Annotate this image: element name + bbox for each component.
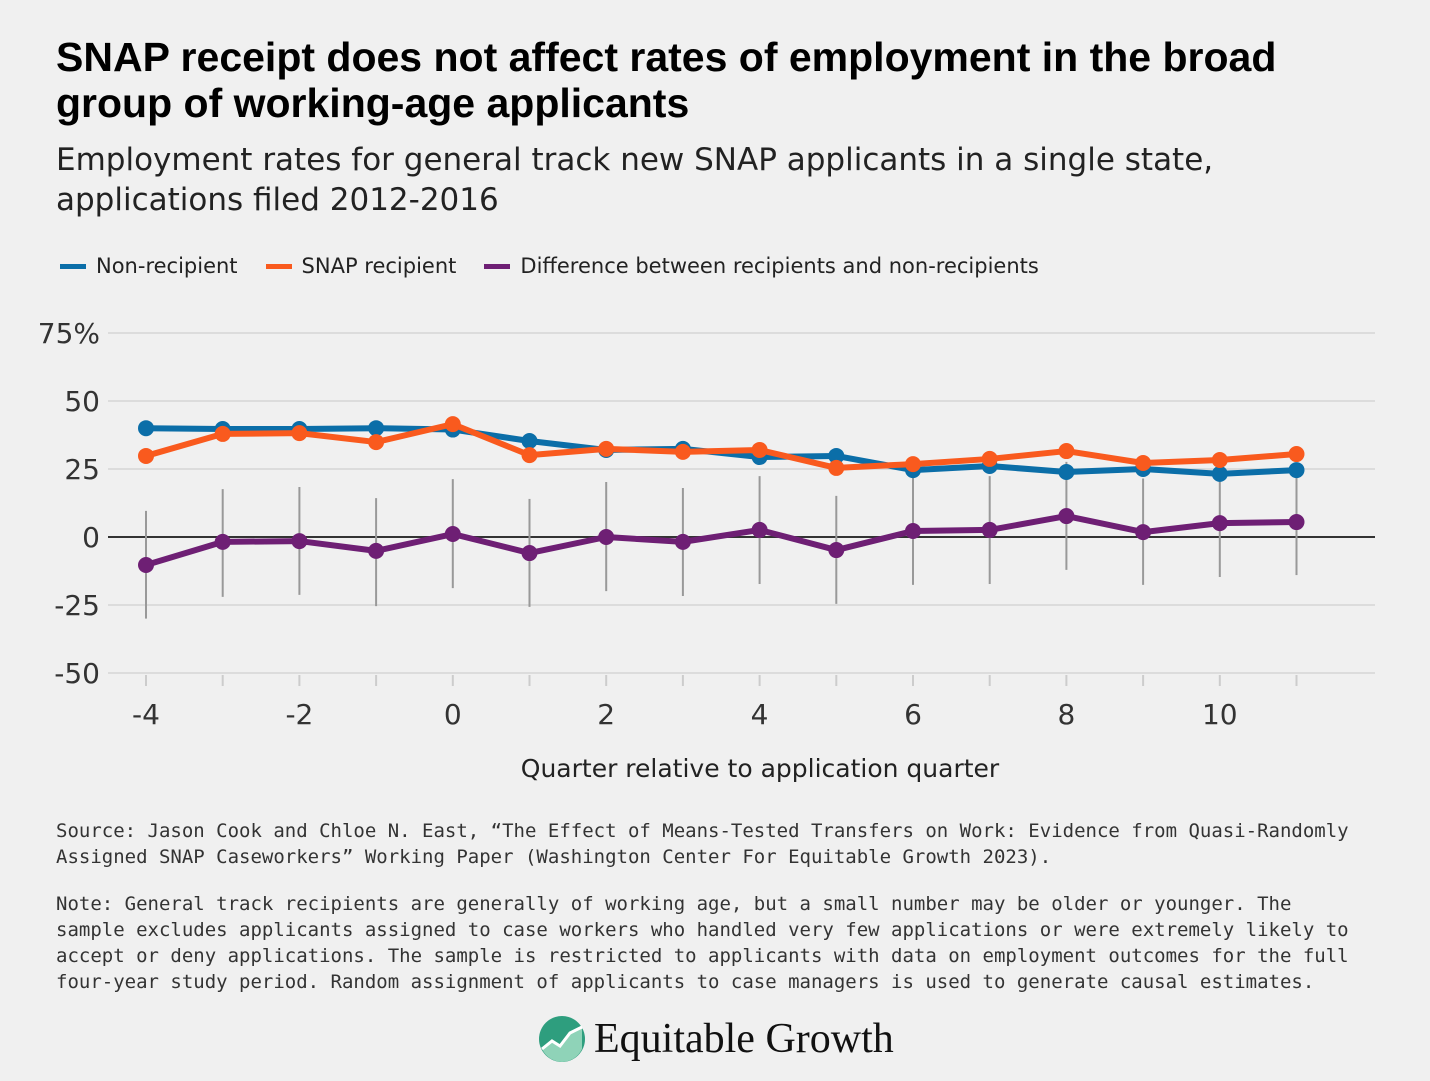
x-tick-label: 2 xyxy=(597,698,615,731)
legend-item-difference: Difference between recipients and non-re… xyxy=(484,254,1039,278)
y-tick-label: 75% xyxy=(38,317,100,350)
x-tick-label: 8 xyxy=(1057,698,1075,731)
data-point xyxy=(905,523,921,540)
data-point xyxy=(291,533,308,550)
legend-swatch xyxy=(265,263,292,269)
data-point xyxy=(1211,465,1228,482)
series-line xyxy=(145,421,1297,471)
x-tick-label: 6 xyxy=(904,698,922,731)
data-point xyxy=(828,542,845,559)
legend: Non-recipient SNAP recipient Difference … xyxy=(60,254,1039,278)
data-point xyxy=(981,521,998,538)
data-point xyxy=(138,420,154,437)
equitable-growth-logo-icon xyxy=(539,1016,585,1062)
y-tick-label: -25 xyxy=(54,589,100,622)
logo: Equitable Growth xyxy=(538,1015,894,1063)
data-point xyxy=(1135,524,1152,541)
methodology-note: Note: General track recipients are gener… xyxy=(56,893,1349,993)
x-tick-label: 10 xyxy=(1202,698,1238,731)
data-point xyxy=(598,440,615,457)
data-point xyxy=(674,533,691,550)
legend-item-snap-recipient: SNAP recipient xyxy=(265,254,457,278)
data-point xyxy=(521,545,538,562)
data-point xyxy=(368,434,385,451)
y-tick-label: 50 xyxy=(64,385,100,418)
data-point xyxy=(1288,462,1305,479)
y-tick-label: 25 xyxy=(64,453,100,486)
x-tick-label: 0 xyxy=(444,698,462,731)
data-point xyxy=(1211,515,1228,532)
data-point xyxy=(1058,508,1075,525)
legend-swatch xyxy=(60,263,86,269)
data-point xyxy=(444,416,461,433)
data-point xyxy=(905,456,921,473)
data-point xyxy=(214,533,231,550)
data-point xyxy=(1135,455,1152,472)
data-point xyxy=(214,425,231,442)
x-tick-label: -2 xyxy=(285,698,313,731)
data-point xyxy=(1211,452,1228,469)
logo-text: Equitable Growth xyxy=(594,1016,894,1062)
line-chart: 75% 50 25 0 -25 -50 -4 -2 0 2 4 6 8 10 Quarter relativ… xyxy=(38,317,1375,783)
data-point xyxy=(598,529,615,545)
data-point xyxy=(751,521,768,538)
data-point xyxy=(674,443,691,460)
data-point xyxy=(368,420,385,437)
data-point xyxy=(1058,463,1075,480)
data-point xyxy=(1288,446,1305,463)
chart-subtitle: Employment rates for general track new S… xyxy=(56,142,1214,218)
series-difference-between-recipients-and-non-recipients xyxy=(138,508,1305,574)
legend-item-non-recipient: Non-recipient xyxy=(60,254,238,278)
legend-label: SNAP recipient xyxy=(301,254,457,278)
data-point xyxy=(981,450,998,467)
chart-title: SNAP receipt does not affect rates of em… xyxy=(56,34,1277,126)
data-point xyxy=(138,557,154,574)
legend-label: Difference between recipients and non-re… xyxy=(520,254,1039,278)
x-axis-label: Quarter relative to application quarter xyxy=(521,754,1000,783)
series-snap-recipient xyxy=(138,416,1305,476)
y-tick-label: 0 xyxy=(82,521,100,554)
x-tick-label: -4 xyxy=(132,698,160,731)
data-point xyxy=(138,447,154,464)
data-point xyxy=(291,425,308,442)
data-point xyxy=(828,447,845,464)
legend-label: Non-recipient xyxy=(96,254,238,278)
data-point xyxy=(521,432,538,449)
data-point xyxy=(1058,443,1075,460)
y-tick-label: -50 xyxy=(54,657,100,690)
data-point xyxy=(1288,514,1305,531)
data-point xyxy=(751,441,768,458)
legend-swatch xyxy=(484,263,511,269)
data-point xyxy=(521,447,538,464)
data-point xyxy=(828,459,845,476)
data-point xyxy=(368,542,385,559)
series-line xyxy=(145,513,1297,568)
data-point xyxy=(444,526,461,543)
source-note: Source: Jason Cook and Chloe N. East, “T… xyxy=(56,820,1349,868)
x-tick-label: 4 xyxy=(751,698,769,731)
